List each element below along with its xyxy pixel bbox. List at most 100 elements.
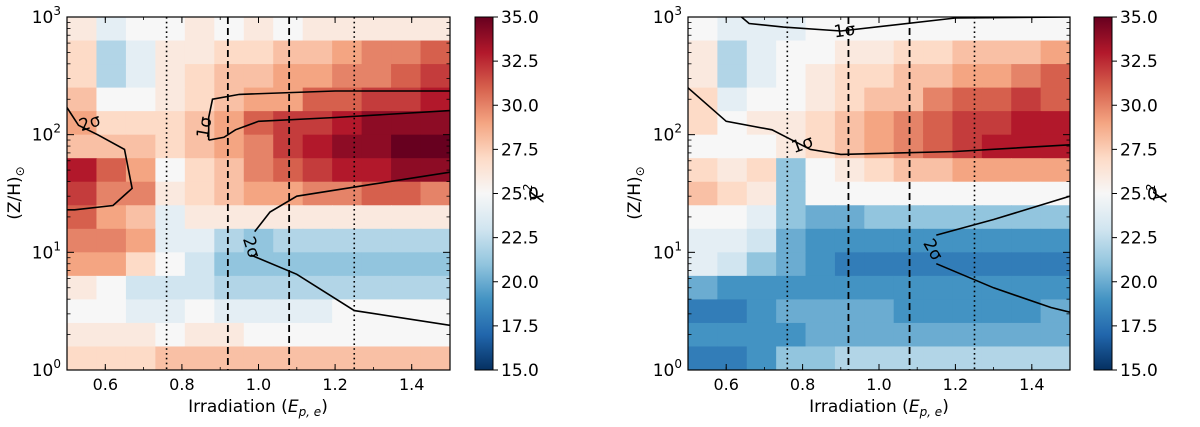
heatmap-cell — [214, 228, 245, 253]
heatmap-cell — [332, 134, 363, 159]
heatmap-cell — [391, 40, 422, 65]
heatmap-cell — [361, 40, 392, 65]
heatmap-cell — [332, 228, 363, 253]
heatmap-cell — [981, 275, 1012, 300]
heatmap-cell — [805, 346, 836, 370]
heatmap-cell — [332, 158, 363, 183]
colorbar-tick-label: 35.0 — [1120, 8, 1158, 28]
heatmap-cell — [923, 40, 954, 65]
heatmap-cell — [214, 252, 245, 277]
heatmap-cell — [302, 228, 333, 253]
heatmap-cell — [952, 346, 983, 370]
heatmap-cell — [776, 87, 807, 112]
heatmap-cell — [361, 346, 392, 370]
heatmap-cell — [717, 134, 748, 159]
heatmap-cell — [420, 346, 450, 370]
heatmap-cell — [952, 87, 983, 112]
heatmap-cell — [361, 252, 392, 277]
heatmap-cell — [717, 158, 748, 183]
heatmap-cell — [214, 299, 245, 324]
heatmap-cell — [864, 111, 895, 136]
heatmap-cell — [981, 299, 1012, 324]
heatmap-cell — [155, 17, 186, 42]
heatmap-cell — [184, 64, 215, 89]
heatmap-cell — [688, 181, 718, 206]
y-tick-label: 100 — [653, 357, 682, 381]
heatmap-cell — [834, 205, 865, 230]
confidence-contour — [67, 107, 133, 211]
heatmap-cell — [67, 275, 98, 300]
heatmap-cell — [332, 275, 363, 300]
heatmap-cell — [361, 134, 392, 159]
heatmap-cell — [688, 17, 718, 42]
y-axis-label: (Z/H)⊙ — [625, 166, 647, 219]
heatmap-cell — [155, 158, 186, 183]
heatmap-cell — [184, 275, 215, 300]
heatmap-cell — [1040, 158, 1070, 183]
colorbar-tick-label: 17.5 — [501, 317, 539, 337]
heatmap-cell — [243, 299, 274, 324]
heatmap-cell — [243, 134, 274, 159]
heatmap-cell — [834, 252, 865, 277]
heatmap-cell — [952, 134, 983, 159]
heatmap-cell — [952, 158, 983, 183]
heatmap-cell — [302, 40, 333, 65]
heatmap-cell — [981, 111, 1012, 136]
heatmap-cell — [864, 40, 895, 65]
heatmap-cell — [1011, 228, 1042, 253]
heatmap-cell — [361, 228, 392, 253]
heatmap-cell — [805, 181, 836, 206]
heatmap-cell — [688, 111, 718, 136]
heatmap-cell — [805, 134, 836, 159]
heatmap-cell — [805, 111, 836, 136]
colorbar-tick-label: 25.0 — [501, 185, 539, 205]
heatmap-cell — [96, 40, 127, 65]
heatmap-cell — [125, 87, 156, 112]
heatmap-cell — [1011, 252, 1042, 277]
heatmap-cell — [923, 134, 954, 159]
heatmap-cell — [391, 346, 422, 370]
colorbar-tick-label: 27.5 — [1120, 140, 1158, 160]
heatmap-cell — [746, 205, 777, 230]
heatmap-cell — [746, 17, 777, 42]
heatmap-cell — [67, 17, 98, 42]
heatmap-cell — [805, 87, 836, 112]
heatmap-cell — [1040, 322, 1070, 348]
heatmap-cell — [688, 299, 718, 324]
heatmap-cell — [67, 181, 98, 206]
confidence-contour — [207, 90, 450, 141]
heatmap-cell — [391, 322, 422, 348]
heatmap-cell — [864, 252, 895, 277]
x-tick-label: 0.6 — [93, 375, 118, 394]
heatmap-cell — [834, 228, 865, 253]
heatmap-cell — [864, 322, 895, 348]
colorbar-tick-label: 15.0 — [501, 361, 539, 381]
heatmap-cell — [67, 299, 98, 324]
heatmap-cell — [746, 158, 777, 183]
heatmap-cell — [243, 111, 274, 136]
heatmap-cell — [420, 228, 450, 253]
heatmap-cell — [834, 299, 865, 324]
heatmap-cell — [184, 17, 215, 42]
heatmap-cell — [1040, 64, 1070, 89]
colorbar-left: 15.0 17.5 20.0 22.5 25.0 27.5 30.0 32.5 35.0 χ2 — [474, 8, 545, 381]
colorbar-tick-label: 27.5 — [501, 140, 539, 160]
heatmap-cell — [923, 299, 954, 324]
heatmap-cell — [981, 181, 1012, 206]
heatmap-cell — [746, 134, 777, 159]
heatmap-cell — [834, 181, 865, 206]
heatmap-cell — [805, 322, 836, 348]
heatmap-cell — [1040, 40, 1070, 65]
heatmap-cell — [332, 64, 363, 89]
heatmap-cell — [834, 111, 865, 136]
heatmap-cell — [391, 64, 422, 89]
heatmap-cell — [125, 40, 156, 65]
colorbar-tick-label: 20.0 — [501, 273, 539, 293]
heatmap-cell — [302, 17, 333, 42]
heatmap-cell — [805, 299, 836, 324]
heatmap-cell — [67, 87, 98, 112]
heatmap-cell — [243, 322, 274, 348]
heatmap-cell — [805, 275, 836, 300]
x-tick-label: 1.2 — [322, 375, 347, 394]
heatmap-cell — [952, 275, 983, 300]
